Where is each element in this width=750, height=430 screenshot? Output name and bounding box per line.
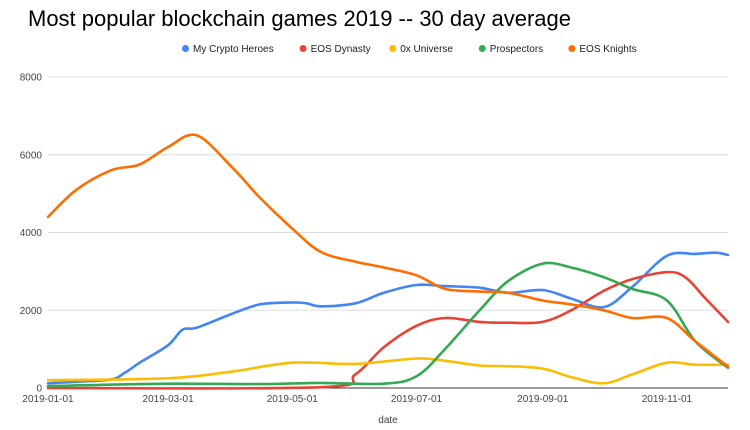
legend-label: Prospectors	[490, 44, 543, 55]
legend-swatch	[478, 45, 486, 52]
x-tick-label: 2019-09-01	[517, 394, 569, 405]
y-tick-label: 4000	[20, 228, 43, 239]
y-tick-label: 0	[36, 384, 42, 395]
legend-label: EOS Knights	[579, 44, 636, 55]
series-line-prospectors	[46, 261, 730, 388]
x-tick-label: 2019-03-01	[143, 394, 195, 405]
legend-swatch	[299, 45, 307, 52]
x-tick-label: 2019-05-01	[267, 394, 319, 405]
y-tick-label: 2000	[20, 306, 43, 317]
legend-swatch	[389, 45, 397, 52]
legend-label: My Crypto Heroes	[193, 44, 274, 55]
legend-swatch	[182, 45, 189, 52]
chart-title: Most popular blockchain games 2019 -- 30…	[28, 6, 571, 31]
series-line-my-crypto-heroes	[46, 251, 730, 385]
legend-label: 0x Universe	[400, 44, 453, 55]
x-tick-label: 2019-01-01	[22, 394, 74, 405]
x-tick-label: 2019-11-01	[642, 394, 693, 405]
series-line-0x-universe	[46, 357, 730, 385]
series-line-eos-dynasty	[46, 270, 730, 390]
legend-label: EOS Dynasty	[311, 44, 371, 55]
series-line-eos-knights	[46, 133, 730, 368]
x-tick-label: 2019-07-01	[391, 394, 443, 405]
legend-swatch	[568, 45, 576, 52]
y-tick-label: 8000	[20, 73, 43, 84]
x-axis-title: date	[378, 415, 398, 426]
y-tick-label: 6000	[20, 150, 43, 161]
